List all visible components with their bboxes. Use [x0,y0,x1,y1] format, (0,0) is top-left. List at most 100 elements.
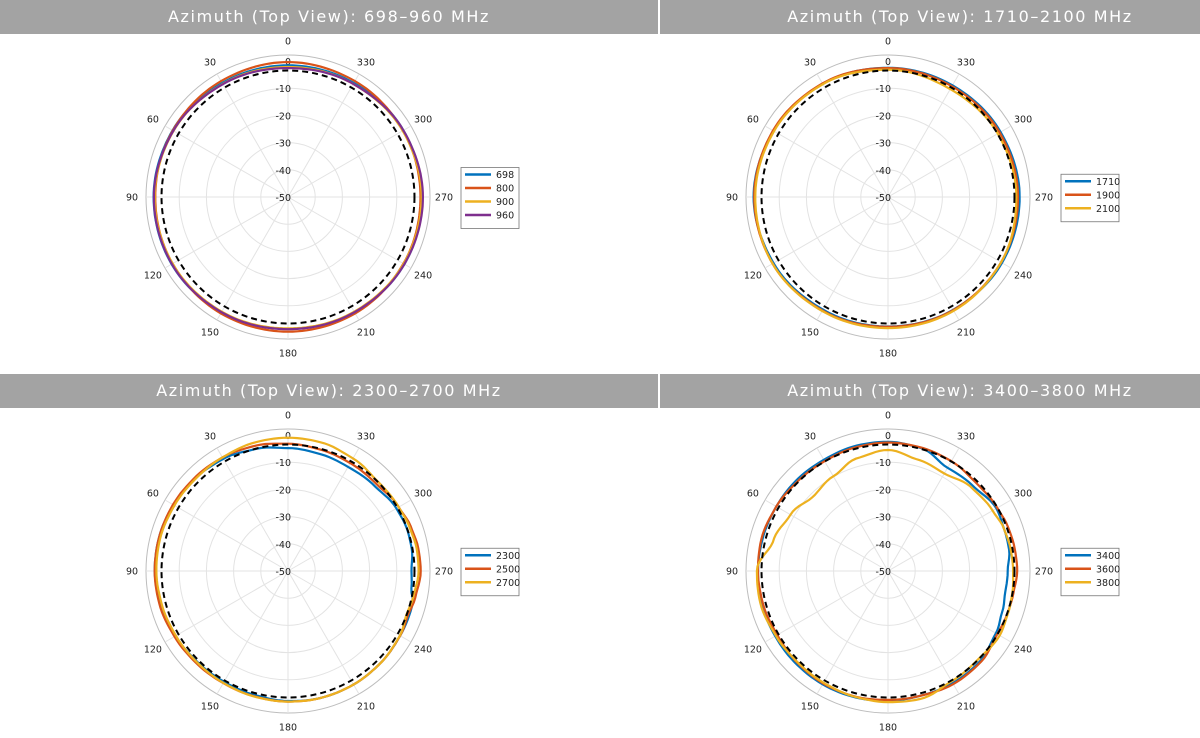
polar-spoke [216,570,289,695]
polar-spoke [287,196,412,269]
angle-tick-label: 120 [144,645,162,656]
radial-tick-label: 0 [885,431,891,442]
legend-label: 3800 [1096,578,1120,589]
angle-tick-label: 240 [1014,271,1032,282]
legend-label: 2300 [496,551,520,562]
polar-spoke [887,196,960,321]
angle-tick-label: 0 [885,411,891,422]
angle-tick-label: 90 [126,193,138,204]
polar-spoke [764,125,889,198]
angle-tick-label: 120 [744,645,762,656]
polar-spoke [287,570,412,643]
polar-grid [745,428,1031,714]
legend-label: 800 [496,184,514,195]
radial-tick-label: -10 [875,458,891,469]
legend-label: 2500 [496,564,520,575]
angle-tick-label: 210 [357,702,375,713]
panel-title-bar: Azimuth (Top View): 698–960 MHz [0,0,658,34]
radial-tick-label: 0 [885,57,891,68]
legend-label: 3600 [1096,564,1120,575]
angle-tick-label: 150 [801,702,819,713]
polar-spoke [164,570,289,643]
angle-tick-label: 300 [414,115,432,126]
legend: 3400 3600 3800 [1060,547,1120,597]
angle-tick-label: 270 [435,193,453,204]
panel-title: Azimuth (Top View): 698–960 MHz [167,7,491,26]
angle-tick-label: 30 [804,57,816,68]
angle-tick-label: 0 [285,37,291,48]
legend-label: 2100 [1096,204,1120,215]
polar-grid [145,54,431,340]
radial-tick-label: -20 [275,485,291,496]
panel-title-bar: Azimuth (Top View): 3400–3800 MHz [660,374,1200,408]
angle-tick-label: 330 [957,57,975,68]
polar-spoke [816,570,889,695]
angle-tick-label: 210 [957,702,975,713]
legend-label: 900 [496,197,514,208]
angle-tick-label: 120 [744,271,762,282]
angle-tick-label: 30 [204,431,216,442]
angle-tick-label: 270 [435,567,453,578]
series-line-3600 [756,441,1019,701]
angle-tick-label: 300 [1014,489,1032,500]
radial-tick-label: -20 [275,111,291,122]
angle-tick-label: 180 [279,349,297,360]
legend: 2300 2500 2700 [460,547,520,597]
polar-spoke [287,125,412,198]
legend-label: 3400 [1096,551,1120,562]
radial-tick-label: -50 [275,567,291,578]
angle-tick-label: 240 [414,645,432,656]
angle-tick-label: 90 [726,567,738,578]
radial-tick-label: -10 [875,84,891,95]
angle-tick-label: 150 [801,328,819,339]
angle-tick-label: 330 [357,431,375,442]
reference-circle [760,443,1016,699]
series-line-960 [152,67,425,331]
polar-spoke [164,196,289,269]
angle-tick-label: 60 [147,115,159,126]
legend-label: 960 [496,211,514,222]
series-line-3800 [755,448,1015,704]
radial-tick-label: -10 [275,458,291,469]
polar-chart-1710-2100: 0 30 60 90 120 150 180 210 240 270 300 330 0 -10 -20 -3… [726,37,1120,360]
panel-title-bar: Azimuth (Top View): 2300–2700 MHz [0,374,658,408]
angle-tick-label: 60 [747,489,759,500]
polar-spoke [887,73,960,198]
polar-grid [745,54,1031,340]
angle-tick-label: 300 [414,489,432,500]
radial-tick-label: -30 [275,513,291,524]
polar-spoke [287,73,360,198]
polar-spoke [287,447,360,572]
legend: 698 800 900 960 [460,167,520,229]
reference-circle [160,69,416,325]
angle-tick-label: 120 [144,271,162,282]
radial-tick-label: -40 [275,166,291,177]
angle-tick-label: 30 [204,57,216,68]
angle-tick-label: 180 [279,723,297,734]
radial-tick-label: -50 [875,567,891,578]
panel-title: Azimuth (Top View): 2300–2700 MHz [156,381,502,400]
radial-tick-label: -40 [875,166,891,177]
panel-title-bar: Azimuth (Top View): 1710–2100 MHz [660,0,1200,34]
legend-label: 1900 [1096,190,1120,201]
polar-spoke [887,196,1012,269]
angle-tick-label: 180 [879,723,897,734]
polar-spoke [887,570,960,695]
legend-label: 1710 [1096,177,1120,188]
reference-circle [760,69,1016,325]
angle-tick-label: 30 [804,431,816,442]
polar-spoke [216,447,289,572]
polar-chart-3400-3800: 0 30 60 90 120 150 180 210 240 270 300 330 0 -10 -20 -3… [726,411,1120,734]
polar-chart-2300-2700: 0 30 60 90 120 150 180 210 240 270 300 330 0 -10 -20 -3… [126,411,520,734]
legend-box [460,167,520,229]
angle-tick-label: 300 [1014,115,1032,126]
panel-2300-2700: Azimuth (Top View): 2300–2700 MHz 0 30 60 9… [0,374,658,738]
polar-chart-698-960: 03060901201501802102402703003300-10-20-3… [126,37,520,360]
panel-698-960: Azimuth (Top View): 698–960 MHz 0 30 60 90 1… [0,0,658,364]
series-line-1900 [753,67,1020,328]
radial-tick-label: -40 [875,540,891,551]
angle-tick-label: 150 [201,328,219,339]
radial-tick-label: -30 [275,139,291,150]
angle-tick-label: 240 [414,271,432,282]
polar-spoke [816,447,889,572]
